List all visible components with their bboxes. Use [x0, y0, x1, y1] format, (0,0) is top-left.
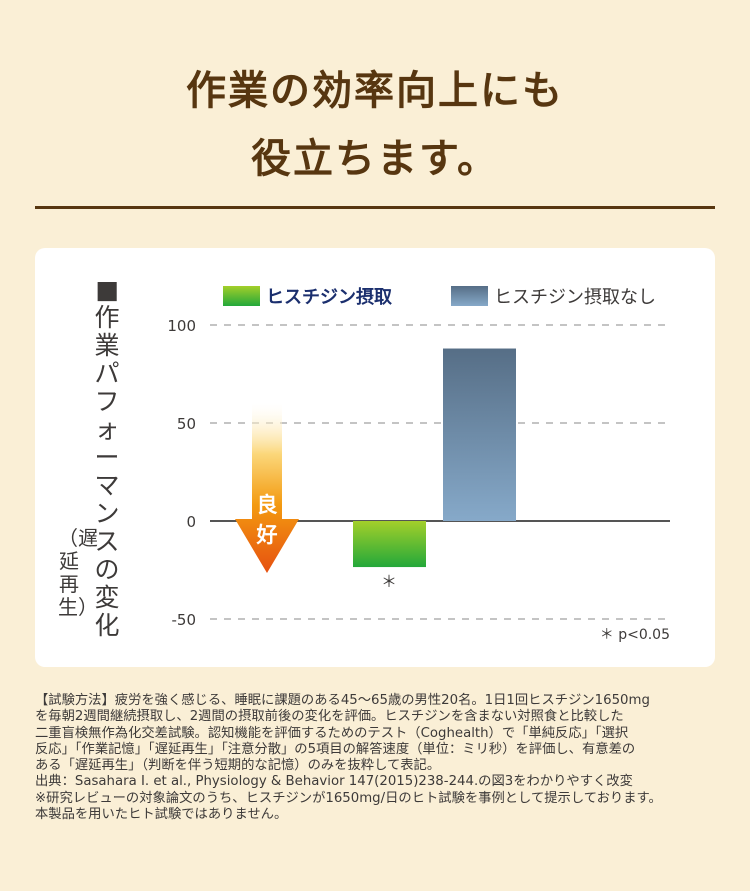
bar-1	[443, 348, 516, 521]
legend-swatch-0	[223, 286, 260, 306]
note-line: 二重盲検無作為化交差試験。認知機能を評価するためのテスト（Coghealth）で…	[35, 725, 629, 741]
footnote: ＊ p<0.05	[600, 627, 670, 643]
y-tick-label: 0	[186, 513, 196, 531]
note-line: 本製品を用いたヒト試験ではありません。	[35, 807, 288, 823]
note-line: ある「遅延再生」（判断を伴う短期的な記憶）のみを抜粋して表記。	[35, 758, 441, 774]
legend-label-1: ヒスチジン摂取なし	[494, 287, 656, 308]
good-arrow	[235, 403, 299, 573]
significance-mark: ＊	[381, 572, 397, 591]
chart-card	[35, 248, 715, 667]
note-line: ※研究レビューの対象論文のうち、ヒスチジンが1650mg/日のヒト試験を事例とし…	[35, 790, 662, 806]
note-line: 出典：Sasahara I. et al., Physiology & Beha…	[35, 774, 633, 790]
y-tick-label: -50	[172, 611, 197, 629]
heading-line2: 役立ちます。	[251, 136, 499, 182]
study-notes: 【試験方法】疲労を強く感じる、睡眠に課題のある45～65歳の男性20名。1日1回…	[35, 693, 725, 823]
heading-line1: 作業の効率向上にも	[186, 68, 564, 114]
note-line: 反応」「作業記憶」「遅延再生」「注意分散」の5項目の解答速度（単位：ミリ秒）を評…	[35, 741, 636, 757]
y-tick-label: 100	[167, 317, 196, 335]
arrow-label-1: 良	[257, 493, 278, 517]
y-tick-label: 50	[177, 415, 196, 433]
note-line: を毎朝2週間継続摂取し、2週間の摂取前後の変化を評価。ヒスチジンを含まない対照食…	[35, 709, 624, 725]
y-axis-label: ■作業パフォーマンスの変化	[94, 275, 120, 640]
bar-0	[353, 521, 426, 568]
arrow-label-2: 好	[256, 523, 278, 547]
note-line: 【試験方法】疲労を強く感じる、睡眠に課題のある45～65歳の男性20名。1日1回…	[35, 693, 650, 708]
legend-swatch-1	[451, 286, 488, 306]
divider	[35, 206, 715, 209]
legend-label-0: ヒスチジン摂取	[266, 286, 393, 308]
